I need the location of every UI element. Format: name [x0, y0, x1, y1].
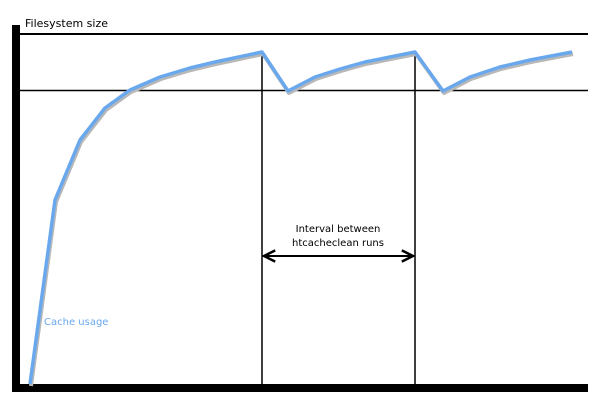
y-axis: [12, 25, 20, 392]
y-axis-label: Filesystem size: [25, 17, 108, 30]
x-axis: [12, 384, 588, 392]
interval-label-line2: htcacheclean runs: [292, 238, 384, 249]
cache-usage-curve-shadow: [29, 52, 574, 387]
cache-usage-curve: [28, 50, 573, 385]
interval-label-line1: Interval between: [296, 224, 381, 235]
cache-usage-label: Cache usage: [44, 317, 108, 328]
